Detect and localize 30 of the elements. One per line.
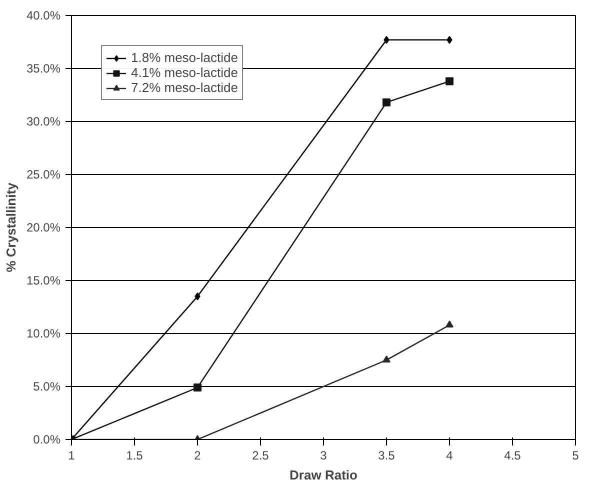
x-axis-title: Draw Ratio [290, 468, 358, 482]
y-tick-label: 0.0% [33, 432, 61, 446]
y-tick-label: 35.0% [26, 62, 61, 76]
x-tick-label: 5 [572, 448, 580, 462]
legend-label: 4.1% meso-lactide [131, 65, 238, 80]
y-tick-label: 10.0% [26, 326, 61, 340]
point [382, 98, 390, 106]
point [446, 77, 454, 86]
y-tick-label: 15.0% [26, 274, 61, 288]
x-tick-label: 1.5 [126, 448, 144, 462]
x-tick-label: 2 [194, 448, 202, 462]
point [384, 36, 390, 44]
y-tick-label: 5.0% [33, 380, 61, 394]
point [382, 355, 390, 363]
x-tick-label: 2.5 [252, 448, 270, 462]
legend-label: 7.2% meso-lactide [131, 80, 238, 95]
x-tick-label: 3 [320, 448, 328, 462]
point [446, 36, 452, 44]
point [446, 320, 454, 328]
legend-label: 1.8% meso-lactide [131, 50, 238, 65]
y-tick-label: 25.0% [26, 168, 61, 182]
x-tick-label: 3.5 [378, 448, 396, 462]
y-axis-title: % Crystallinity [3, 182, 18, 272]
point [194, 292, 200, 300]
x-tick-label: 4 [446, 448, 454, 462]
x-tick-label: 1 [68, 448, 76, 462]
y-tick-label: 40.0% [26, 8, 61, 22]
x-tick-label: 4.5 [504, 448, 522, 462]
y-tick-label: 30.0% [26, 114, 61, 128]
y-tick-label: 20.0% [26, 220, 61, 234]
